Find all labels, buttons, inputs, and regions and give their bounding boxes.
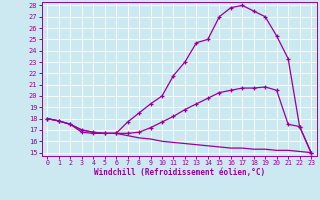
X-axis label: Windchill (Refroidissement éolien,°C): Windchill (Refroidissement éolien,°C) (94, 168, 265, 177)
